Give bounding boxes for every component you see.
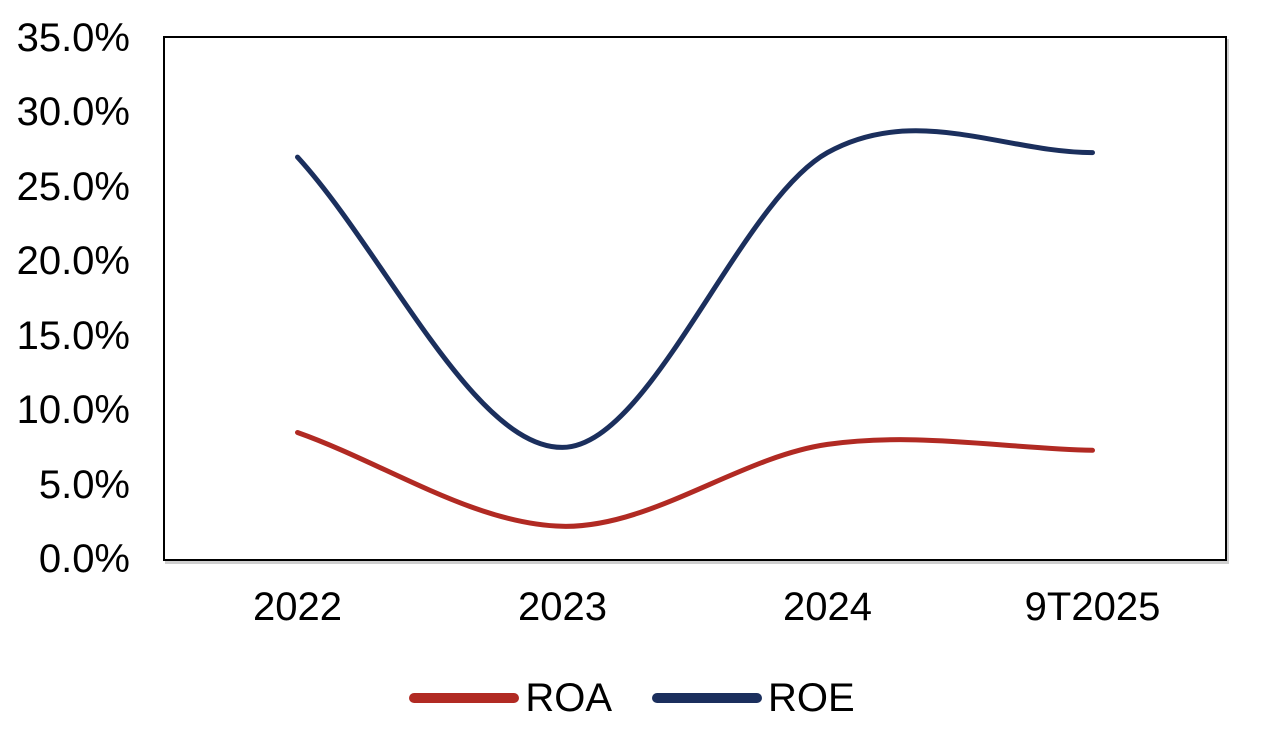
legend: ROA ROE: [0, 678, 1264, 718]
legend-item-roe: ROE: [652, 678, 855, 718]
roa-legend-line-swatch: [409, 693, 520, 703]
y-axis-tick-label: 10.0%: [16, 388, 130, 433]
y-axis-tick-label: 20.0%: [16, 239, 130, 284]
legend-item-roa: ROA: [409, 678, 612, 718]
x-axis-tick-label: 2024: [783, 585, 872, 629]
x-axis-tick-label: 9T2025: [1024, 585, 1161, 629]
plot-area: [163, 36, 1227, 561]
roa-series-line: [295, 429, 1095, 529]
y-axis-tick-label: 25.0%: [16, 164, 130, 209]
plot-canvas: [295, 128, 1095, 529]
y-axis-tick-label: 0.0%: [38, 537, 130, 581]
y-axis-tick-label: 35.0%: [16, 16, 130, 60]
roe-legend-label: ROE: [768, 676, 855, 720]
y-axis-tick-label: 5.0%: [38, 462, 130, 507]
roa-legend-label: ROA: [525, 676, 612, 720]
y-axis-tick-label: 30.0%: [16, 90, 130, 135]
roe-series-line: [295, 128, 1095, 450]
x-axis-tick-label: 2022: [253, 585, 342, 629]
y-axis-tick-label: 15.0%: [16, 313, 130, 358]
roe-legend-line-swatch: [652, 693, 762, 703]
x-axis-tick-label: 2023: [518, 585, 607, 629]
